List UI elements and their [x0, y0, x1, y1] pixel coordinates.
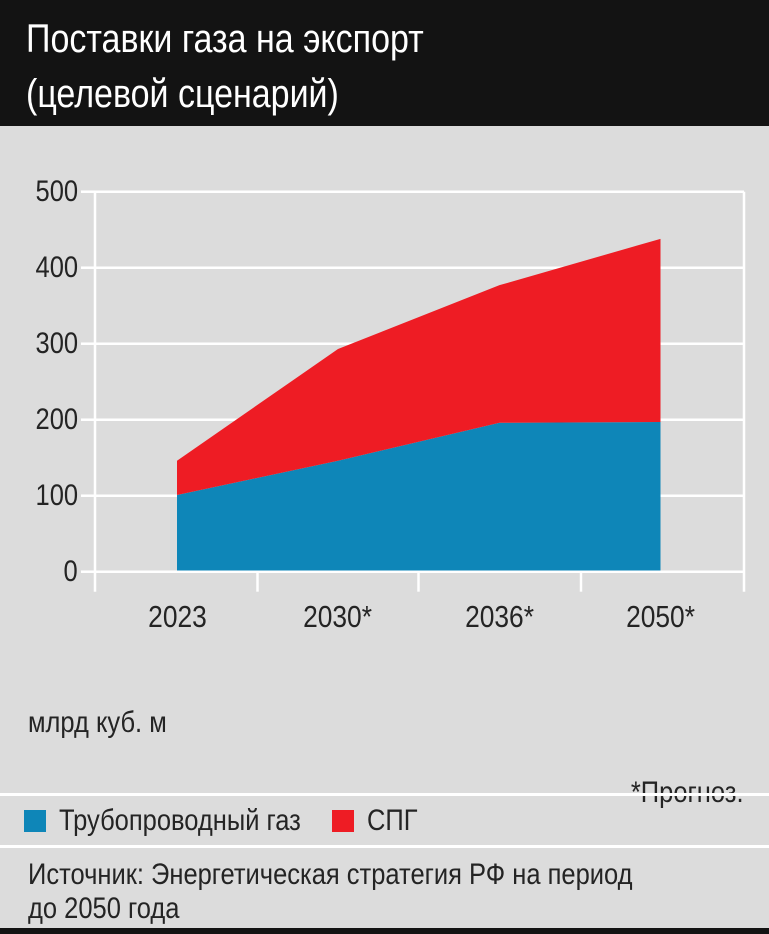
y-axis-tick-label: 300 [35, 326, 78, 360]
y-axis-tick-label: 100 [35, 478, 78, 512]
source-line2: до 2050 года [28, 892, 180, 925]
x-axis-category-label: 2050* [626, 599, 695, 634]
x-axis-category-label: 2030* [303, 599, 373, 634]
legend-item-pipeline-gas: Трубопроводный газ [24, 797, 344, 845]
legend-item-lng: СПГ [332, 797, 426, 845]
stacked-area-chart [81, 190, 746, 592]
divider-line [0, 845, 769, 848]
y-axis-tick-label: 200 [35, 402, 78, 436]
lng-swatch [332, 810, 354, 832]
legend-label-lng: СПГ [367, 804, 418, 837]
y-axis-tick-label: 500 [35, 174, 78, 208]
footer-bar [0, 928, 769, 934]
pipeline-gas-swatch [24, 810, 46, 832]
chart-title-line2: (целевой сценарий) [26, 72, 339, 116]
chart-title-line1: Поставки газа на экспорт [26, 17, 424, 61]
unit-caption: млрд куб. м [28, 706, 167, 739]
axes-and-ticks [81, 190, 746, 592]
x-axis-category-label: 2023 [147, 599, 207, 634]
source-caption: Источник: Энергетическая стратегия РФ на… [28, 858, 739, 926]
x-axis-category-label: 2036* [465, 599, 534, 634]
pipeline-gas-area [177, 421, 661, 572]
chart-title: Поставки газа на экспорт (целевой сценар… [26, 12, 494, 122]
divider-line [0, 793, 769, 796]
y-axis-tick-label: 400 [35, 250, 78, 284]
legend: Трубопроводный газ СПГ [0, 797, 769, 845]
y-axis-tick-label: 0 [63, 554, 78, 588]
chart-header: Поставки газа на экспорт (целевой сценар… [0, 0, 769, 126]
forecast-footnote: *Прогноз. [631, 776, 744, 809]
lng-area [177, 238, 661, 495]
legend-label-pipeline-gas: Трубопроводный газ [59, 804, 301, 837]
source-line1: Источник: Энергетическая стратегия РФ на… [28, 858, 633, 891]
